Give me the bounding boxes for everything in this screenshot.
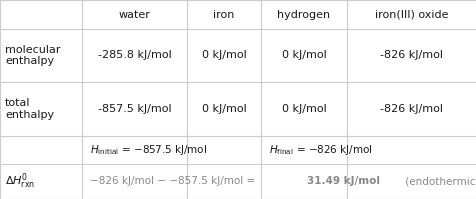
Text: 0 kJ/mol: 0 kJ/mol — [281, 104, 326, 114]
Text: hydrogen: hydrogen — [277, 10, 330, 20]
Text: iron: iron — [213, 10, 234, 20]
Text: water: water — [119, 10, 150, 20]
Text: 0 kJ/mol: 0 kJ/mol — [281, 51, 326, 60]
Text: -285.8 kJ/mol: -285.8 kJ/mol — [98, 51, 171, 60]
Text: 31.49 kJ/mol: 31.49 kJ/mol — [307, 177, 380, 186]
Text: $H_\mathrm{initial}$ = −857.5 kJ/mol: $H_\mathrm{initial}$ = −857.5 kJ/mol — [90, 143, 207, 157]
Text: $\Delta H^0_\mathrm{rxn}$: $\Delta H^0_\mathrm{rxn}$ — [5, 172, 35, 191]
Text: total
enthalpy: total enthalpy — [5, 98, 54, 120]
Text: $H_\mathrm{final}$ = −826 kJ/mol: $H_\mathrm{final}$ = −826 kJ/mol — [268, 143, 372, 157]
Text: (endothermic): (endothermic) — [401, 177, 476, 186]
Text: 0 kJ/mol: 0 kJ/mol — [201, 104, 246, 114]
Text: iron(III) oxide: iron(III) oxide — [375, 10, 448, 20]
Text: 0 kJ/mol: 0 kJ/mol — [201, 51, 246, 60]
Text: −826 kJ/mol − −857.5 kJ/mol =: −826 kJ/mol − −857.5 kJ/mol = — [90, 177, 258, 186]
Text: -826 kJ/mol: -826 kJ/mol — [380, 51, 443, 60]
Text: molecular
enthalpy: molecular enthalpy — [5, 45, 60, 66]
Text: -826 kJ/mol: -826 kJ/mol — [380, 104, 443, 114]
Text: -857.5 kJ/mol: -857.5 kJ/mol — [98, 104, 171, 114]
